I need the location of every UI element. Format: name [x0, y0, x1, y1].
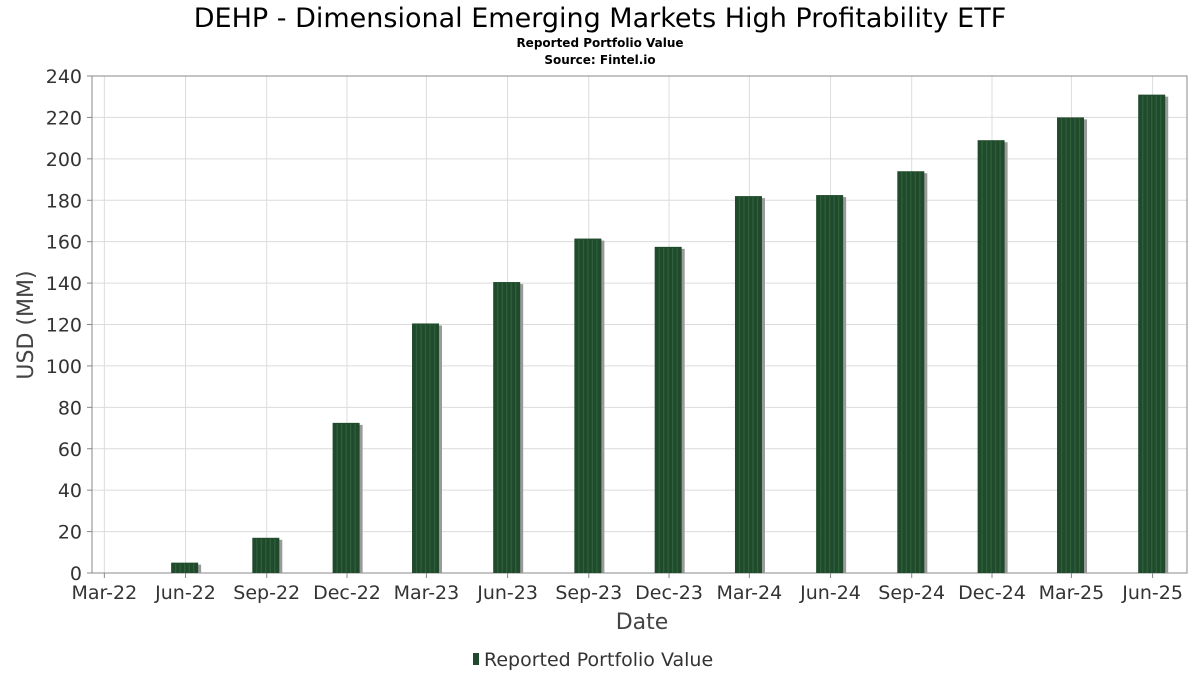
chart-title: DEHP - Dimensional Emerging Markets High… [194, 3, 1007, 34]
y-axis-ticks: 0 20 40 60 80 100 120 140 160 180 200 220 240 [46, 66, 92, 585]
x-tick-label: Mar-24 [717, 582, 783, 604]
x-tick-label: Jun-24 [799, 582, 861, 604]
chart-source: Source: Fintel.io [544, 53, 655, 67]
x-tick-label: Dec-22 [313, 582, 381, 604]
legend: Reported Portfolio Value [473, 649, 713, 671]
y-tick-label: 200 [46, 149, 82, 171]
x-tick-label: Sep-24 [878, 582, 945, 604]
y-axis-label: USD (MM) [14, 270, 39, 379]
x-tick-label: Jun-23 [476, 582, 538, 604]
x-tick-label: Mar-22 [72, 582, 138, 604]
y-tick-label: 40 [58, 480, 82, 502]
chart-subtitle: Reported Portfolio Value [516, 36, 683, 50]
y-tick-label: 120 [46, 315, 82, 337]
y-tick-label: 140 [46, 273, 82, 295]
x-tick-label: Sep-23 [555, 582, 622, 604]
x-tick-label: Dec-24 [958, 582, 1026, 604]
x-tick-label: Mar-25 [1039, 582, 1105, 604]
y-tick-label: 100 [46, 356, 82, 378]
y-tick-label: 180 [46, 190, 82, 212]
bars [171, 94, 1169, 574]
x-tick-label: Jun-25 [1121, 582, 1183, 604]
y-tick-label: 240 [46, 66, 82, 88]
x-tick-label: Jun-22 [154, 582, 216, 604]
y-tick-label: 80 [58, 397, 82, 419]
x-axis-ticks: Mar-22 Jun-22 Sep-22 Dec-22 Mar-23 Jun-23 Sep-… [72, 573, 1183, 604]
x-tick-label: Mar-23 [394, 582, 460, 604]
y-tick-label: 60 [58, 439, 82, 461]
y-tick-label: 220 [46, 107, 82, 129]
y-tick-label: 160 [46, 232, 82, 254]
x-tick-label: Sep-22 [233, 582, 300, 604]
grid-lines [92, 75, 1187, 574]
legend-label: Reported Portfolio Value [484, 649, 713, 671]
x-tick-label: Dec-23 [635, 582, 703, 604]
y-tick-label: 20 [58, 522, 82, 544]
x-axis-label: Date [616, 610, 669, 635]
y-tick-label: 0 [70, 563, 82, 585]
legend-swatch [473, 653, 479, 665]
